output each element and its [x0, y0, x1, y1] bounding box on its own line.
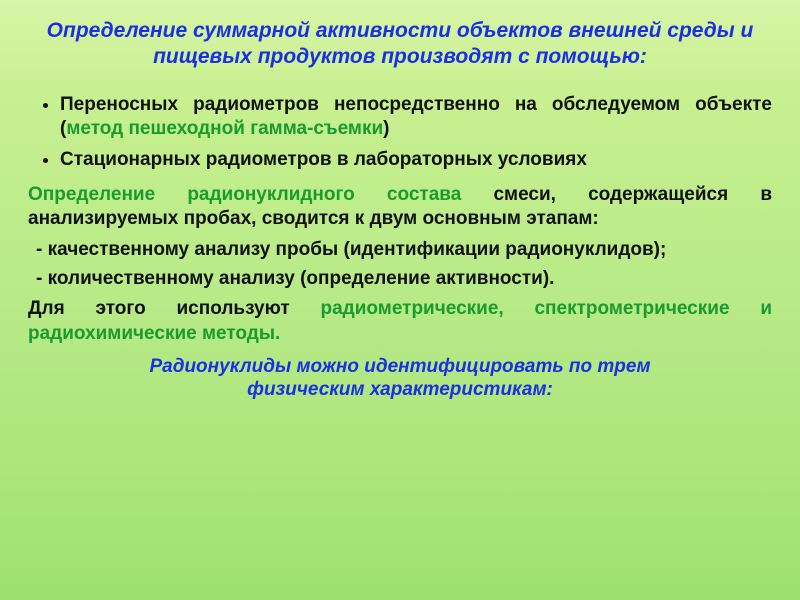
bullet-1-highlight: метод пешеходной гамма-съемки: [66, 118, 383, 139]
footer-line-1: Радионуклиды можно идентифицировать по т…: [28, 355, 772, 379]
methods-pre: Для этого используют: [28, 298, 321, 319]
bullet-1-post: ): [383, 118, 389, 139]
bullet-item-1: Переносных радиометров непосредственно н…: [60, 93, 772, 142]
slide-title: Определение суммарной активности объекто…: [28, 18, 772, 71]
paragraph-methods: Для этого используют радиометрические, с…: [28, 297, 772, 346]
dash-item-2: - количественному анализу (определение а…: [28, 267, 772, 292]
bullet-list: Переносных радиометров непосредственно н…: [28, 93, 772, 173]
bullet-item-2: Стационарных радиометров в лабораторных …: [60, 148, 772, 173]
dash-item-1: - качественному анализу пробы (идентифик…: [28, 238, 772, 263]
paragraph-stages-highlight: Определение радионуклидного состава: [28, 184, 461, 205]
footer-line-2: физическим характеристикам:: [28, 378, 772, 402]
dash-list: - качественному анализу пробы (идентифик…: [28, 238, 772, 291]
paragraph-stages: Определение радионуклидного состава смес…: [28, 183, 772, 232]
